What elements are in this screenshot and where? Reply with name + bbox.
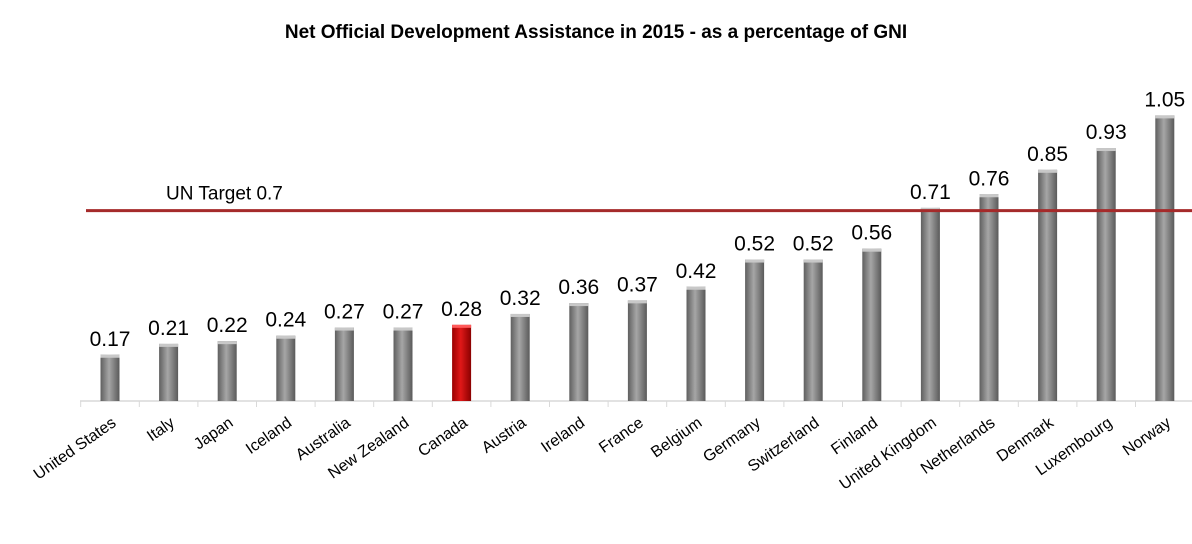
category-label: Belgium — [648, 414, 705, 461]
category-label: Canada — [415, 414, 471, 460]
value-label: 0.52 — [734, 233, 775, 256]
value-label: 0.17 — [90, 328, 131, 351]
bar-new-zealand — [393, 327, 413, 401]
bar-australia — [334, 327, 354, 401]
value-label: 0.27 — [324, 301, 365, 324]
bar-cap — [100, 354, 120, 358]
bar-switzerland — [803, 259, 823, 401]
category-label: Finland — [828, 414, 881, 458]
chart-title: Net Official Development Assistance in 2… — [285, 22, 907, 43]
bar-norway — [1155, 115, 1175, 402]
bar-canada — [452, 324, 472, 401]
value-label: 0.93 — [1086, 121, 1127, 144]
value-label: 0.42 — [676, 260, 717, 283]
bar-cap — [276, 335, 296, 339]
value-label: 0.28 — [441, 298, 482, 321]
un-target-label: UN Target 0.7 — [166, 184, 283, 205]
value-label: 1.05 — [1144, 88, 1185, 111]
bar-cap — [979, 194, 999, 198]
bar-italy — [159, 343, 179, 401]
bar-united-kingdom — [920, 207, 940, 401]
bar-belgium — [686, 286, 706, 401]
bar-cap — [745, 259, 765, 263]
bar-france — [627, 300, 647, 401]
bar-luxembourg — [1096, 148, 1116, 401]
value-label: 0.22 — [207, 314, 248, 337]
value-label: 0.52 — [793, 233, 834, 256]
category-label: Austria — [479, 414, 530, 457]
bar-denmark — [1038, 169, 1058, 401]
bar-cap — [159, 343, 179, 347]
category-label: Italy — [144, 414, 178, 445]
bar-cap — [1155, 115, 1175, 119]
bar-cap — [803, 259, 823, 263]
value-label: 0.32 — [500, 287, 541, 310]
bar-japan — [217, 341, 237, 401]
value-labels: 0.17 0.21 0.22 0.24 0.27 0.27 0.28 0.32 0.36 0.37… — [90, 88, 1186, 350]
bar-netherlands — [979, 194, 999, 401]
bar-cap — [217, 341, 237, 345]
bar-iceland — [276, 335, 296, 401]
bar-ireland — [569, 303, 589, 401]
value-label: 0.27 — [383, 301, 424, 324]
bar-finland — [862, 248, 882, 401]
bar-cap — [393, 327, 413, 331]
bar-cap — [334, 327, 354, 331]
category-label: France — [596, 414, 647, 457]
value-label: 0.37 — [617, 273, 658, 296]
category-label: United Kingdom — [837, 414, 940, 493]
bar-austria — [510, 313, 530, 401]
category-label: Ireland — [538, 414, 588, 456]
value-label: 0.21 — [148, 317, 189, 340]
bar-cap — [510, 313, 530, 317]
value-label: 0.56 — [851, 222, 892, 245]
bar-united-states — [100, 354, 120, 401]
bar-cap — [452, 324, 472, 328]
category-label: Norway — [1120, 414, 1174, 459]
value-label: 0.71 — [910, 181, 951, 204]
category-label: Iceland — [243, 414, 295, 458]
bar-cap — [686, 286, 706, 290]
value-label: 0.85 — [1027, 143, 1068, 166]
bar-cap — [569, 303, 589, 307]
value-label: 0.76 — [969, 167, 1010, 190]
bar-cap — [1096, 148, 1116, 152]
bar-germany — [745, 259, 765, 401]
x-axis-ticks — [80, 401, 1136, 407]
value-label: 0.36 — [558, 276, 599, 299]
category-label: Japan — [191, 414, 236, 453]
value-label: 0.24 — [265, 309, 306, 332]
bar-cap — [627, 300, 647, 304]
bars — [100, 115, 1175, 402]
bar-cap — [862, 248, 882, 252]
category-labels: United States Italy Japan IcelandAustraliaN… — [31, 414, 1174, 494]
category-label: United States — [31, 414, 119, 483]
bar-cap — [1038, 169, 1058, 173]
